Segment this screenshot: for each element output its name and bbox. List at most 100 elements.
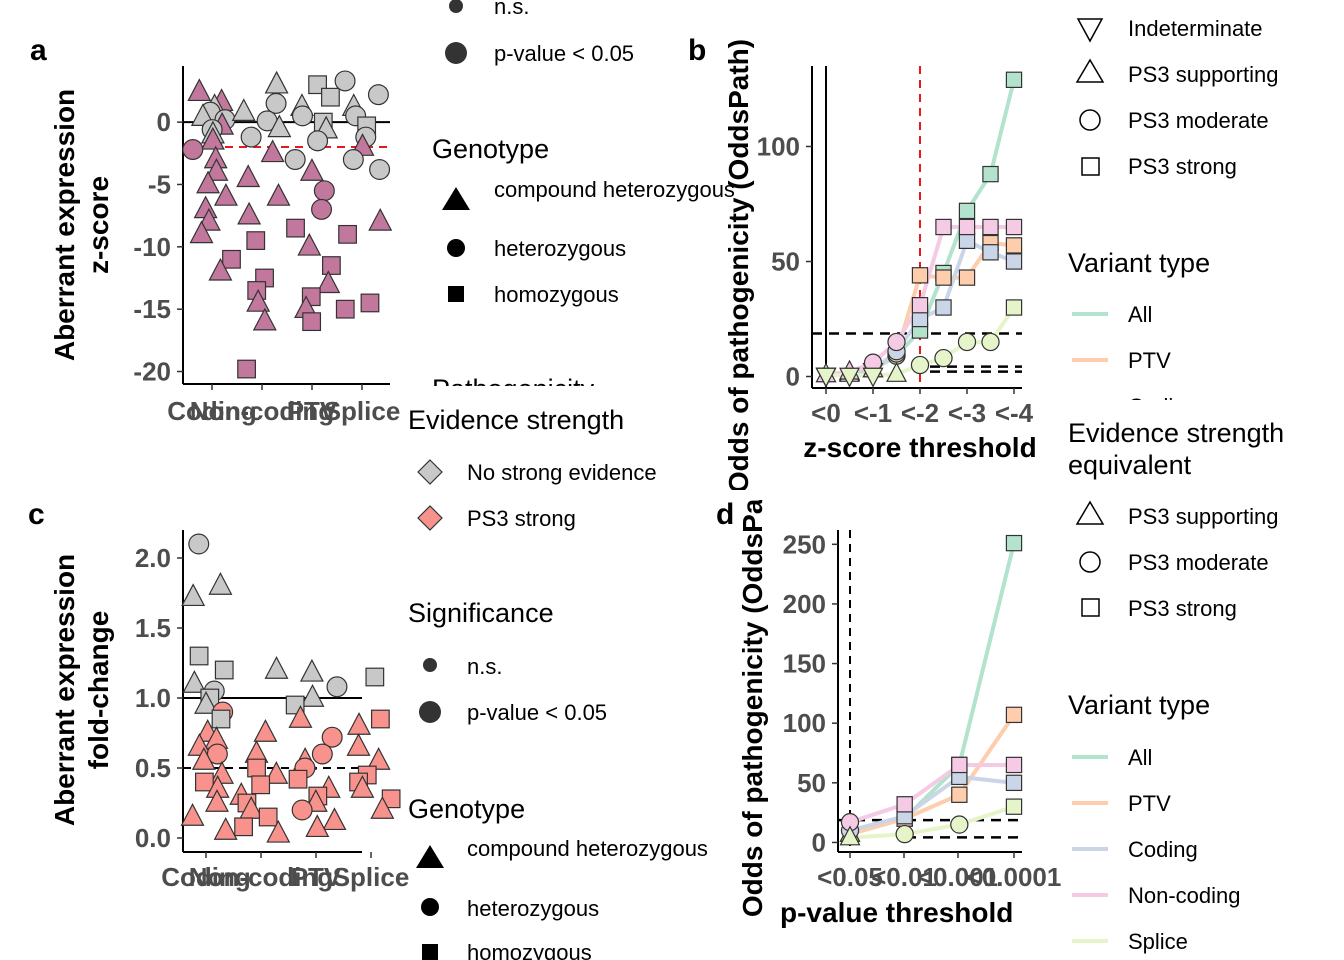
panel-c-point-coding (191, 747, 216, 770)
panel-c-point-ptv (300, 684, 325, 707)
panel-c-legend-evidence: Evidence strength No strong evidence PS3… (408, 405, 657, 531)
panel-b-point-coding (935, 299, 952, 316)
legend-label-homozygous: homozygous (494, 282, 619, 307)
legend-key-significant (445, 42, 467, 64)
panel-a-point-non-coding (231, 98, 256, 121)
panel-a-ytick-label: 0 (157, 107, 171, 137)
panel-c-point-non-coding (234, 817, 253, 837)
panel-a-point-splice (342, 149, 364, 171)
panel-c-point-ptv (326, 676, 348, 698)
panel-d-xtick-label-0-01: <0.01 (871, 862, 937, 892)
legend-label-ps3-moderate-d: PS3 moderate (1128, 550, 1269, 575)
panel-c-point-non-coding (247, 758, 266, 778)
panel-a-point-non-coding (237, 201, 262, 225)
panel-a-legend-significance: n.s. p-value < 0.05 (445, 0, 634, 66)
panel-c-point-non-coding (258, 807, 278, 827)
panel-a-point-non-coding (266, 183, 291, 206)
panel-d-point-splice (1005, 798, 1023, 815)
panel-b-point-coding (911, 310, 929, 328)
legend-label-ns: n.s. (494, 0, 529, 19)
panel-b-xtick-label-2: <-2 (901, 398, 939, 428)
legend-label-no-strong-evidence: No strong evidence (467, 460, 657, 485)
panel-d-point-splice (895, 824, 914, 844)
panel-a-point-splice (369, 159, 391, 181)
panel-c-point-coding (189, 646, 209, 666)
panel-d-ytick-label: 200 (783, 589, 826, 619)
panel-d-xtick-label-0-0001: <0.0001 (967, 862, 1062, 892)
panel-a-point-non-coding (240, 126, 262, 148)
legend-label-ps3-moderate: PS3 moderate (1128, 108, 1269, 133)
panel-b-point-coding (1005, 253, 1023, 270)
panel-c-point-coding (213, 817, 238, 840)
panel-c-legend-genotype: Genotype compound heterozygous heterozyg… (408, 794, 708, 960)
panel-b-point-all (1005, 71, 1023, 88)
panel-c-ytick-label: 0.5 (135, 753, 171, 783)
panel-d-line-non-coding (849, 762, 1014, 825)
panel-c-point-ptv (288, 769, 308, 789)
legend-key-ps3-strong-c (417, 505, 443, 531)
panel-d-point-splice (950, 815, 969, 834)
panel-b-point-ptv (935, 269, 952, 286)
legend-title-pathogenicity: Pathogenicity (432, 374, 595, 404)
panel-b-point-ptv (1005, 237, 1023, 254)
legend-label-ptv-d: PTV (1128, 791, 1171, 816)
panel-c-ytick-label: 1.0 (135, 683, 171, 713)
panel-c-point-ptv (322, 807, 347, 831)
panel-a-point-ptv (297, 232, 322, 256)
panel-a-point-coding (189, 220, 214, 244)
panel-d-point-non-coding (951, 756, 968, 774)
panel-b-point-non-coding (911, 297, 929, 314)
legend-key-ps3-moderate-d (1079, 551, 1101, 573)
panel-b-legend-variant: Variant type All PTV Coding (1068, 248, 1210, 419)
panel-d-ylabel: Odds of pathogenicity (OddsPath) (737, 463, 768, 917)
panel-d-point-splice (839, 825, 861, 846)
panel-b-ylabel-clip: Odds of pathogenicity (OddsPath) (723, 39, 754, 490)
panel-c-point-ptv (311, 743, 333, 765)
panel-a-point-ptv (311, 198, 333, 220)
panel-d-point-non-coding (896, 796, 913, 813)
legend-key-triangle (442, 187, 470, 210)
panel-c-point-ptv (305, 814, 330, 838)
panel-a-point-coding (222, 249, 241, 269)
panel-b-ytick-label: 0 (786, 362, 800, 392)
panel-b-point-non-coding (958, 218, 976, 236)
panel-c-point-non-coding (266, 819, 291, 843)
panel-a-point-ptv (299, 158, 324, 181)
panel-a-ytick-label: -10 (133, 232, 171, 262)
panel-a-point-splice (367, 84, 389, 106)
legend-title-genotype-c: Genotype (408, 794, 525, 824)
legend-label-ptv: PTV (1128, 348, 1171, 373)
legend-key-circle (447, 239, 465, 257)
panel-a-ylabel-line1: Aberrant expression (49, 89, 80, 361)
panel-c-point-non-coding (251, 775, 271, 795)
panel-d-line-ptv (849, 713, 1016, 837)
panel-a-point-non-coding (252, 307, 277, 331)
panel-c-point-splice (350, 775, 375, 798)
panel-d-ytick-label: 0 (812, 827, 826, 857)
panel-a-xtick-label-splice: Splice (324, 396, 401, 426)
legend-label-coding: Coding (1128, 394, 1198, 419)
legend-label-ps3-strong: PS3 strong (1128, 154, 1237, 179)
legend-label-all: All (1128, 302, 1152, 327)
panel-d-line-all (849, 542, 1016, 837)
panel-d-ytick-label: 250 (783, 529, 826, 559)
panel-c-point-splice (370, 796, 395, 819)
panel-c-legend-significance: Significance n.s. p-value < 0.05 (408, 598, 607, 725)
legend-label-compound-heterozygous-c: compound heterozygous (467, 836, 708, 861)
panel-b-legend-evidence: Indeterminate PS3 supporting PS3 moderat… (1075, 16, 1278, 179)
panel-a-point-ptv (321, 87, 340, 107)
panel-a-point-coding (187, 78, 212, 102)
panel-c-point-ptv (288, 705, 313, 728)
legend-title-evidence-strength-equivalent-2: equivalent (1068, 450, 1192, 480)
legend-label-ps3-supporting: PS3 supporting (1128, 62, 1278, 87)
panel-a-legend-genotype: Genotype compound heterozygous heterozyg… (432, 134, 735, 307)
panel-b-xtick-label-3: <-3 (948, 398, 986, 428)
legend-label-coding-d: Coding (1128, 837, 1198, 862)
panel-c-point-coding (208, 572, 233, 595)
panel-a-point-ptv (284, 149, 306, 171)
panel-d-xtick-label-0-001: <0.001 (918, 862, 998, 892)
panel-c-point-ptv (321, 726, 343, 748)
panel-c-point-splice (365, 667, 385, 687)
panel-b-point-splice (886, 361, 907, 382)
